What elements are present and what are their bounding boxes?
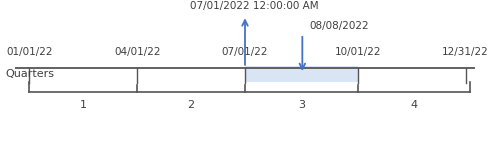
Text: 08/08/2022: 08/08/2022 bbox=[310, 21, 369, 31]
Text: 04/01/22: 04/01/22 bbox=[114, 47, 160, 57]
Text: 4: 4 bbox=[411, 100, 417, 110]
Text: 3: 3 bbox=[298, 100, 305, 110]
Text: 07/01/2022 12:00:00 AM: 07/01/2022 12:00:00 AM bbox=[191, 1, 319, 11]
Text: 07/01/22: 07/01/22 bbox=[222, 47, 268, 57]
Text: 12/31/22: 12/31/22 bbox=[442, 47, 489, 57]
Text: Quarters: Quarters bbox=[5, 69, 54, 79]
Text: 01/01/22: 01/01/22 bbox=[6, 47, 52, 57]
Text: 10/01/22: 10/01/22 bbox=[335, 47, 381, 57]
Text: 2: 2 bbox=[188, 100, 195, 110]
Text: 1: 1 bbox=[80, 100, 87, 110]
Bar bbox=[245, 66, 358, 82]
